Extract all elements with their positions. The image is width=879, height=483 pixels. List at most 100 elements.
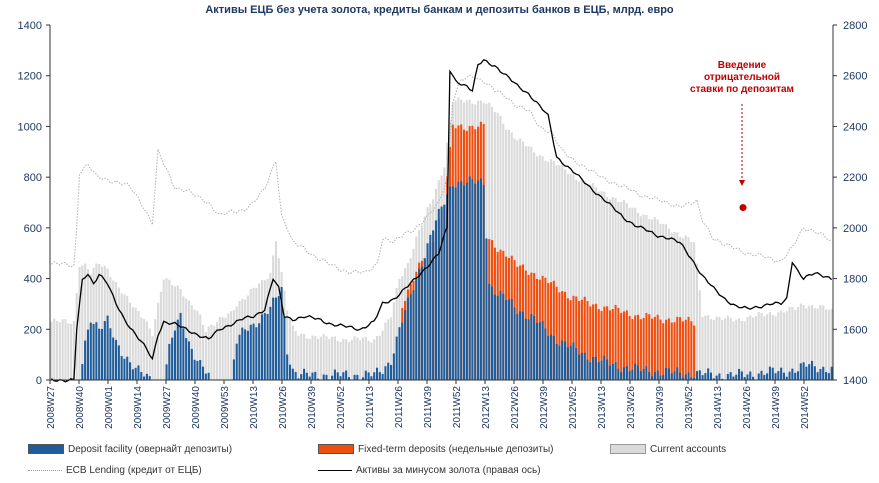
bar-deposit-facility	[631, 369, 634, 380]
bar-deposit-facility	[485, 238, 488, 380]
bar-deposit-facility	[114, 339, 118, 380]
bar-fixed-term	[628, 315, 631, 380]
bar-deposit-facility	[272, 297, 275, 380]
bar-current-accounts	[319, 336, 322, 380]
y-tick-label-left: 1000	[18, 121, 42, 133]
bar-deposit-facility	[684, 374, 687, 380]
bar-fixed-term	[575, 296, 578, 380]
x-tick-label: 2010W13	[249, 386, 260, 429]
bar-fixed-term	[578, 301, 581, 380]
bar-deposit-facility	[342, 372, 345, 380]
bar-current-accounts	[780, 310, 783, 380]
bar-current-accounts	[788, 306, 791, 380]
bar-current-accounts	[72, 321, 75, 380]
bar-deposit-facility	[687, 372, 690, 380]
bar-current-accounts	[353, 336, 356, 380]
bar-deposit-facility	[676, 367, 679, 380]
bar-current-accounts	[317, 338, 320, 380]
bar-current-accounts	[709, 319, 713, 380]
bar-deposit-facility	[622, 367, 626, 380]
bar-deposit-facility	[187, 341, 191, 380]
bar-current-accounts	[356, 337, 359, 380]
bar-deposit-facility	[260, 314, 264, 380]
bar-fixed-term	[603, 306, 606, 380]
bar-deposit-facility	[204, 373, 207, 380]
bar-current-accounts	[566, 173, 569, 380]
bar-fixed-term	[606, 306, 609, 380]
bar-deposit-facility	[303, 368, 306, 380]
bar-current-accounts	[493, 112, 496, 380]
bar-current-accounts	[614, 197, 617, 380]
bar-current-accounts	[92, 267, 95, 380]
bar-current-accounts	[606, 196, 609, 380]
y-tick-label-right: 1800	[843, 274, 867, 286]
bar-fixed-term	[656, 314, 659, 380]
legend-item-fixed-term: Fixed-term deposits (недельные депозиты)	[318, 444, 553, 455]
bar-deposit-facility	[123, 358, 126, 380]
legend-swatch-assets	[318, 469, 352, 471]
bar-deposit-facility	[791, 368, 794, 380]
bar-current-accounts	[611, 197, 614, 380]
bar-current-accounts	[322, 333, 325, 380]
bar-deposit-facility	[670, 373, 673, 380]
y-tick-label-right: 2200	[843, 172, 867, 184]
bar-deposit-facility	[651, 376, 654, 380]
x-tick-label: 2011W13	[365, 386, 376, 429]
bar-current-accounts	[390, 317, 393, 380]
bar-deposit-facility	[597, 362, 600, 380]
bar-current-accounts	[777, 312, 780, 380]
bar-deposit-facility	[665, 368, 668, 380]
bar-current-accounts	[98, 264, 101, 380]
bar-current-accounts	[754, 315, 757, 380]
x-tick-label: 2014W52	[800, 386, 811, 429]
bar-current-accounts	[589, 184, 592, 380]
bar-deposit-facility	[98, 328, 101, 380]
bar-current-accounts	[718, 317, 721, 380]
bar-deposit-facility	[768, 366, 771, 380]
bar-current-accounts	[631, 207, 634, 380]
bar-current-accounts	[305, 338, 308, 380]
bar-fixed-term	[665, 319, 668, 380]
bar-deposit-facility	[308, 376, 311, 380]
bar-current-accounts	[157, 302, 160, 380]
bar-current-accounts	[586, 184, 589, 380]
bar-current-accounts	[86, 269, 90, 380]
bar-current-accounts	[342, 338, 345, 380]
bar-current-accounts	[140, 317, 143, 380]
bar-current-accounts	[808, 305, 811, 380]
bar-current-accounts	[201, 324, 205, 380]
x-tick-label: 2011W39	[423, 386, 434, 429]
bar-deposit-facility	[336, 372, 339, 380]
bar-current-accounts	[367, 340, 370, 380]
bar-deposit-facility	[499, 290, 502, 380]
bar-current-accounts	[774, 316, 777, 380]
bar-current-accounts	[513, 138, 516, 380]
y-tick-label-right: 1400	[843, 375, 867, 387]
bar-deposit-facility	[712, 378, 715, 380]
bar-current-accounts	[496, 112, 499, 380]
bar-current-accounts	[193, 309, 196, 380]
bar-deposit-facility	[286, 354, 289, 380]
bar-current-accounts	[204, 332, 207, 380]
bar-deposit-facility	[479, 178, 482, 380]
bar-fixed-term	[648, 314, 651, 380]
y-tick-label-left: 1400	[18, 20, 42, 32]
bar-deposit-facility	[614, 362, 617, 380]
bar-current-accounts	[154, 319, 157, 380]
y-tick-label-right: 2800	[843, 20, 867, 32]
bar-current-accounts	[538, 155, 541, 380]
annotation-line-1: Введение	[717, 60, 767, 71]
bar-deposit-facility	[656, 370, 659, 380]
x-tick-label: 2011W52	[452, 386, 463, 429]
bar-current-accounts	[81, 265, 84, 380]
bar-current-accounts	[126, 295, 129, 380]
bar-current-accounts	[507, 129, 510, 380]
x-tick-label: 2009W53	[220, 386, 231, 429]
bar-deposit-facility	[580, 352, 583, 380]
bar-current-accounts	[752, 317, 755, 380]
y-tick-label-right: 1600	[843, 324, 867, 336]
annotation-text: Введение отрицательной ставки по депозит…	[672, 60, 812, 96]
bar-current-accounts	[527, 146, 530, 380]
bar-current-accounts	[549, 159, 553, 380]
